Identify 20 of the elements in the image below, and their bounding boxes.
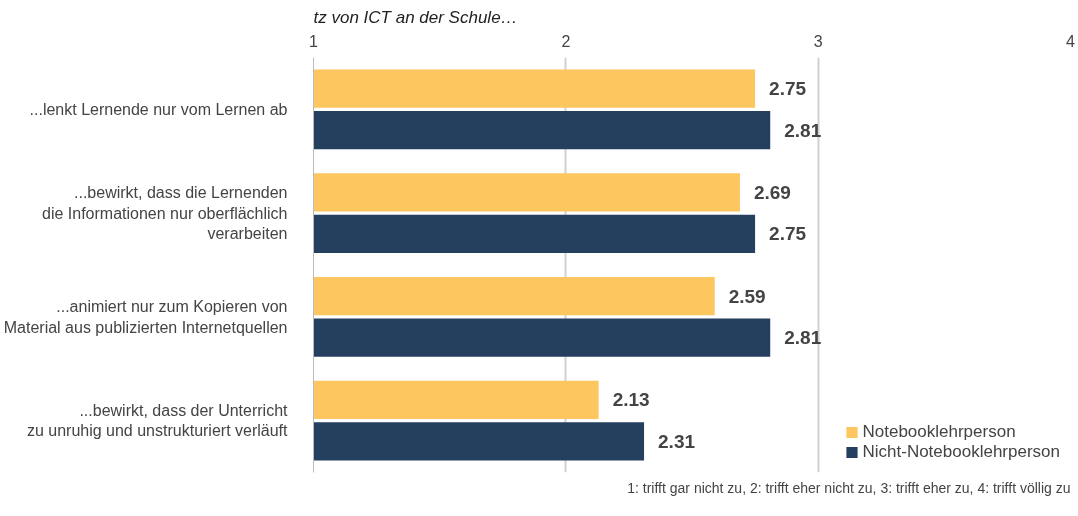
x-tick-label: 4	[1066, 32, 1076, 50]
y-tick-label: ...bewirkt, dass der Unterricht zu unruhig und unstrukturiert verläuft	[26, 401, 289, 440]
legend-label: Notebooklehrperson	[862, 422, 1016, 442]
data-label: 2.13	[612, 389, 650, 411]
data-label: 2.69	[753, 181, 791, 203]
chart-title: tz von ICT an der Schule…	[313, 7, 518, 27]
text: 1: trifft gar nicht zu, 2: trifft eher nicht zu, 3: trifft eher zu, 4: trifft völlig zu	[627, 479, 1071, 496]
data-label: 2.31	[658, 430, 696, 452]
data-label: 2.75	[769, 78, 807, 100]
data-label: 2.81	[784, 119, 822, 141]
legend-label: Nicht-Notebooklehrperson	[862, 442, 1060, 462]
data-label: 2.75	[769, 223, 807, 245]
data-label: 2.81	[784, 327, 822, 349]
x-tick-label: 1	[309, 32, 319, 50]
y-tick-label: ...animiert nur zum Kopieren von Material aus publizierten Internetquellen	[3, 298, 288, 336]
data-label: 2.59	[728, 285, 766, 307]
x-tick-label: 3	[813, 32, 823, 50]
y-tick-label: ...bewirkt, dass die Lernenden die Informationen nur oberflächlich verarbeiten	[42, 184, 288, 243]
y-tick-label: ...lenkt Lernende nur vom Lernen ab	[29, 100, 288, 118]
x-tick-label: 2	[561, 32, 571, 50]
